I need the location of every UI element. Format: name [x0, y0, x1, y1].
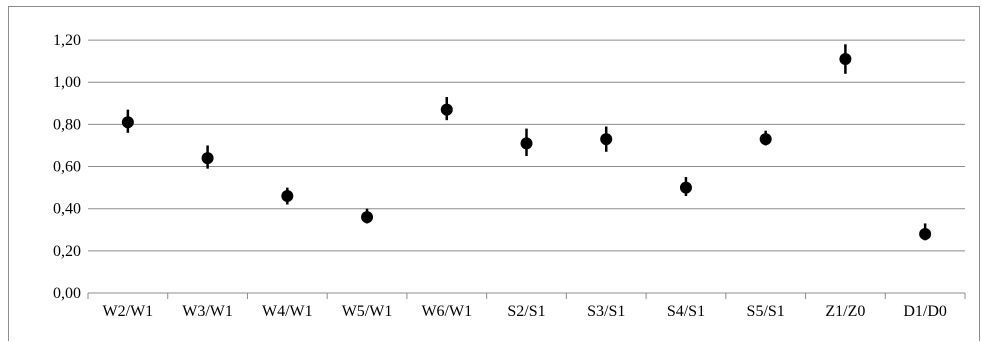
y-tick-label: 0,20 — [53, 243, 81, 260]
x-tick-label: W2/W1 — [103, 303, 154, 320]
data-point — [281, 190, 294, 203]
y-tick-label: 1,00 — [53, 74, 81, 91]
data-point — [201, 152, 214, 165]
y-tick-labels: 0,00 0,20 0,40 0,60 0,80 1,00 1,20 — [53, 32, 81, 302]
x-tick-label: W5/W1 — [342, 303, 393, 320]
y-tick-label: 0,80 — [53, 116, 81, 133]
x-tick-label: S4/S1 — [667, 303, 705, 320]
axes — [87, 292, 966, 299]
y-tick-label: 0,00 — [53, 285, 81, 302]
data-point — [839, 53, 852, 66]
y-tick-label: 0,40 — [53, 201, 81, 218]
x-tick-label: W3/W1 — [182, 303, 233, 320]
data-point — [520, 137, 533, 150]
data-point — [919, 227, 932, 240]
chart-frame: 0,00 0,20 0,40 0,60 0,80 1,00 1,20 W2/W1 W3/W1 W… — [8, 6, 980, 341]
x-tick-labels: W2/W1 W3/W1 W4/W1 W5/W1 W6/W1 S2/S1 S3/S1 S4/S1… — [103, 303, 947, 320]
data-point — [600, 133, 613, 146]
x-tick-label: W4/W1 — [262, 303, 313, 320]
data-point — [440, 103, 453, 116]
x-tick-label: Z1/Z0 — [825, 303, 865, 320]
x-tick-label: W6/W1 — [421, 303, 472, 320]
y-tick-label: 0,60 — [53, 159, 81, 176]
data-points — [121, 53, 932, 240]
x-tick-label: S3/S1 — [587, 303, 625, 320]
gridlines — [88, 39, 965, 252]
data-point — [121, 116, 134, 129]
data-point — [361, 211, 374, 224]
x-tick-label: S2/S1 — [507, 303, 545, 320]
y-tick-label: 1,20 — [53, 32, 81, 49]
x-tick-label: D1/D0 — [903, 303, 947, 320]
data-point — [679, 181, 692, 194]
data-point — [759, 133, 772, 146]
x-tick-label: S5/S1 — [747, 303, 785, 320]
scatter-chart: 0,000,200,400,600,801,001,20 W2/W1 W3/W1 W… — [53, 32, 966, 320]
